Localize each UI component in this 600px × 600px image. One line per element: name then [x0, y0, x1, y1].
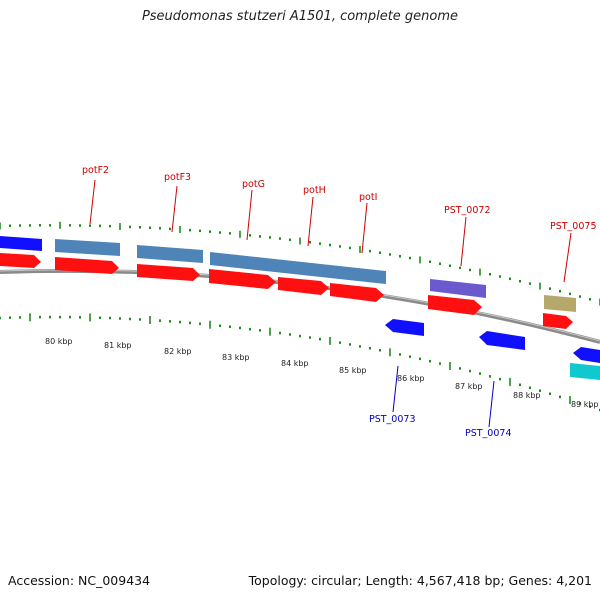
kbp-label: 83 kbp: [222, 353, 250, 362]
outer-tick-ring: [0, 221, 600, 306]
gene-bar[interactable]: [55, 239, 120, 256]
label-leaders: [89, 179, 572, 428]
inner-tick-ring: [0, 313, 600, 412]
cds-arrow-reverse[interactable]: [479, 331, 525, 350]
forward-label-group: potF2 potF3 potG potH potI PST_0072 PST_…: [82, 165, 597, 232]
kbp-label: 86 kbp: [397, 374, 425, 383]
leader-potI: [361, 202, 368, 254]
leader-potH: [307, 196, 314, 247]
gene-label-potF3[interactable]: potF3: [164, 172, 191, 183]
gene-bar[interactable]: [544, 295, 576, 312]
gene-bar[interactable]: [210, 252, 386, 284]
leader-potF3: [171, 185, 178, 233]
genome-summary: Topology: circular; Length: 4,567,418 bp…: [248, 573, 592, 588]
leader-pst0072: [460, 216, 467, 267]
forward-genes: [0, 236, 576, 312]
kbp-label: 88 kbp: [513, 391, 541, 400]
reverse-label-group: PST_0073 PST_0074: [369, 414, 512, 439]
gene-label-potI[interactable]: potI: [359, 192, 377, 203]
cds-arrow[interactable]: [209, 269, 276, 289]
cds-arrow[interactable]: [0, 253, 41, 268]
accession-label: Accession: NC_009434: [8, 573, 151, 588]
cds-arrow[interactable]: [55, 257, 119, 274]
leader-potF2: [89, 179, 96, 225]
kbp-label: 87 kbp: [455, 382, 483, 391]
gene-label-potG[interactable]: potG: [242, 179, 265, 190]
kbp-label: 82 kbp: [164, 347, 192, 356]
gene-label-pst0073[interactable]: PST_0073: [369, 414, 416, 425]
leader-pst0073: [392, 365, 399, 413]
kbp-label: 89 kbp: [571, 400, 599, 409]
kbp-label: 84 kbp: [281, 359, 309, 368]
gene-label-pst0075[interactable]: PST_0075: [550, 221, 597, 232]
kbp-label-group: 80 kbp 81 kbp 82 kbp 83 kbp 84 kbp 85 kb…: [45, 337, 599, 409]
kbp-label: 80 kbp: [45, 337, 73, 346]
cds-arrow-reverse[interactable]: [573, 347, 600, 363]
page-title: Pseudomonas stutzeri A1501, complete gen…: [141, 9, 459, 24]
cds-arrow[interactable]: [278, 277, 329, 295]
cds-arrow[interactable]: [543, 313, 573, 329]
cds-arrow[interactable]: [330, 283, 384, 302]
gene-bar[interactable]: [430, 279, 486, 298]
gene-bar-reverse[interactable]: [570, 363, 600, 380]
gene-label-potF2[interactable]: potF2: [82, 165, 109, 176]
kbp-label: 85 kbp: [339, 366, 367, 375]
reverse-genes: [385, 319, 600, 380]
gene-bar[interactable]: [137, 245, 203, 263]
kbp-label: 81 kbp: [104, 341, 132, 350]
gene-bar[interactable]: [0, 236, 42, 251]
cds-arrow[interactable]: [137, 264, 200, 281]
forward-cds: [0, 253, 573, 329]
gene-label-potH[interactable]: potH: [303, 185, 326, 196]
cds-arrow[interactable]: [428, 295, 482, 315]
cds-arrow-reverse[interactable]: [385, 319, 424, 336]
leader-potG: [246, 189, 253, 241]
gene-label-pst0072[interactable]: PST_0072: [444, 205, 491, 216]
gene-label-pst0074[interactable]: PST_0074: [465, 428, 512, 439]
leader-pst0074: [488, 380, 495, 428]
leader-pst0075: [563, 232, 572, 283]
